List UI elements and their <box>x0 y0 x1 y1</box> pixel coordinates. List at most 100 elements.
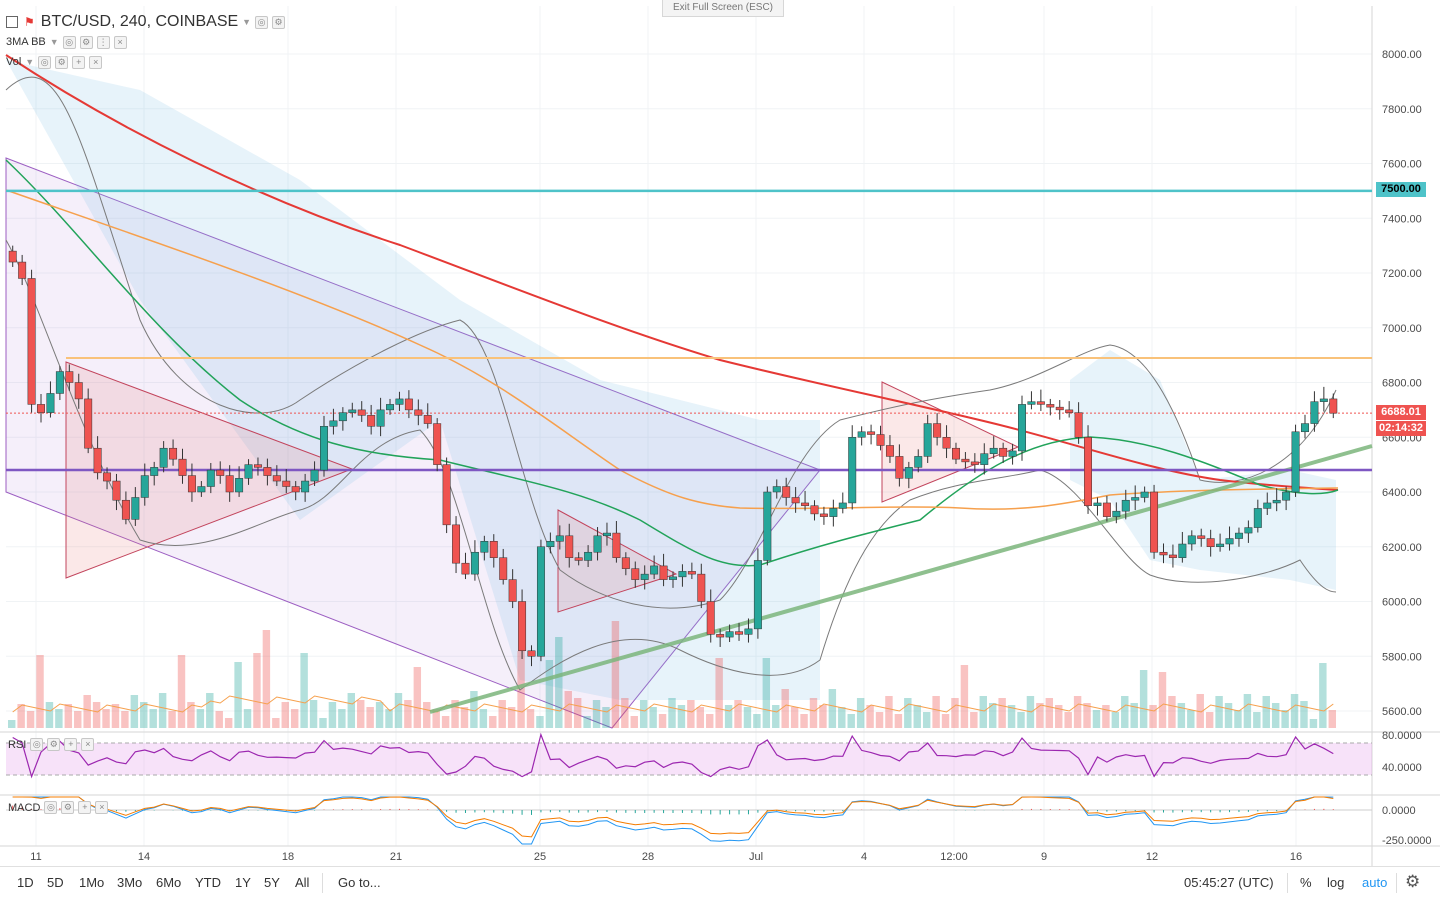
symbol-title[interactable]: BTC/USD, 240, COINBASE <box>40 13 239 30</box>
collapse-icon[interactable] <box>6 16 18 28</box>
range-5d[interactable]: 5D <box>47 875 64 890</box>
price-tick-label: 6800.00 <box>1382 378 1422 390</box>
volume-bar <box>347 693 356 728</box>
volume-bar <box>1092 710 1101 728</box>
eye-icon[interactable]: ◎ <box>255 15 269 29</box>
candle-down <box>697 573 706 602</box>
percent-scale-button[interactable]: % <box>1300 875 1312 890</box>
volume-bar <box>649 707 657 728</box>
gear-icon[interactable]: ⚙ <box>61 801 75 814</box>
eye-icon[interactable]: ◎ <box>30 738 44 751</box>
gear-icon[interactable]: ⚙ <box>272 15 286 29</box>
volume-bar <box>385 709 393 728</box>
volume-bar <box>724 705 733 728</box>
volume-bar <box>1328 710 1336 728</box>
candle-down <box>659 565 668 580</box>
volume-bar <box>1064 712 1072 728</box>
eye-icon[interactable]: ◎ <box>38 55 52 69</box>
indicator-label-bb[interactable]: 3MA BB <box>6 36 46 48</box>
candle-up <box>593 535 602 553</box>
volume-bar <box>1253 712 1261 728</box>
log-scale-button[interactable]: log <box>1327 875 1345 890</box>
gear-icon[interactable]: ⚙ <box>47 738 61 751</box>
more-icon[interactable]: ⋮ <box>96 35 110 49</box>
volume-bar <box>102 709 110 728</box>
candle-down <box>499 557 508 580</box>
candle-up <box>244 464 253 479</box>
candle-down <box>169 447 178 460</box>
time-tick-label: 9 <box>1041 851 1047 863</box>
plus-icon[interactable]: + <box>64 738 78 751</box>
plus-icon[interactable]: + <box>78 801 92 814</box>
price-tick-label: 5600.00 <box>1382 706 1422 718</box>
volume-bar <box>234 662 242 728</box>
volume-bar <box>498 700 506 728</box>
range-3mo[interactable]: 3Mo <box>117 875 143 890</box>
candle-down <box>1065 409 1074 413</box>
plus-icon[interactable]: + <box>72 55 86 69</box>
eye-icon[interactable]: ◎ <box>62 35 76 49</box>
volume-bar <box>1271 703 1280 728</box>
volume-bar <box>677 705 686 728</box>
volume-bar <box>922 712 931 728</box>
candle-down <box>1102 502 1111 517</box>
flag-icon[interactable]: ⚑ <box>24 15 35 29</box>
close-icon[interactable]: × <box>89 55 103 69</box>
volume-bar <box>1281 710 1289 728</box>
macd-legend: MACD ◎ ⚙ + × <box>8 801 109 814</box>
candle-up <box>329 420 338 427</box>
volume-bar <box>536 716 544 728</box>
candle-down <box>291 486 300 493</box>
gear-icon[interactable]: ⚙ <box>55 55 69 69</box>
close-icon[interactable]: × <box>95 801 109 814</box>
range-6mo[interactable]: 6Mo <box>156 875 182 890</box>
volume-bar <box>875 712 884 728</box>
range-1d[interactable]: 1D <box>17 875 34 890</box>
volume-bar <box>309 700 318 728</box>
auto-scale-button[interactable]: auto <box>1362 875 1388 890</box>
range-ytd[interactable]: YTD <box>195 875 221 890</box>
range-5y[interactable]: 5Y <box>264 875 280 890</box>
volume-bar <box>451 700 459 728</box>
eye-icon[interactable]: ◎ <box>44 801 58 814</box>
volume-bar <box>168 711 176 728</box>
macd-label[interactable]: MACD <box>8 801 41 814</box>
rsi-pane <box>6 732 1372 779</box>
volume-bar <box>479 709 488 728</box>
candle-down <box>187 475 196 493</box>
price-tick-label: 6000.00 <box>1382 597 1422 609</box>
divider <box>322 873 323 893</box>
volume-bar <box>639 700 648 728</box>
utc-clock[interactable]: 05:45:27 (UTC) <box>1184 875 1274 890</box>
rsi-label[interactable]: RSI <box>8 738 27 751</box>
range-1y[interactable]: 1Y <box>235 875 251 890</box>
range-1mo[interactable]: 1Mo <box>79 875 105 890</box>
candle-down <box>895 456 904 479</box>
volume-bar <box>130 695 139 728</box>
candle-down <box>18 261 27 279</box>
candle-down <box>706 601 715 635</box>
volume-bar <box>913 705 921 728</box>
candle-down <box>74 382 83 400</box>
chevron-down-icon[interactable]: ▼ <box>242 17 252 27</box>
gear-icon[interactable]: ⚙ <box>79 35 93 49</box>
rsi-tick-label: 80.0000 <box>1382 730 1422 742</box>
close-icon[interactable]: × <box>81 738 95 751</box>
upper-band <box>5 76 1337 609</box>
indicator-label-vol[interactable]: Vol <box>6 56 22 68</box>
chevron-down-icon[interactable]: ▼ <box>25 57 35 67</box>
candle-down <box>782 486 791 498</box>
volume-bar <box>592 700 601 728</box>
range-all[interactable]: All <box>295 875 310 890</box>
candle-down <box>1197 535 1206 539</box>
gear-icon[interactable]: ⚙ <box>1405 872 1421 891</box>
exit-fullscreen-button[interactable]: Exit Full Screen (ESC) <box>662 0 784 17</box>
volume-bar <box>1139 670 1148 728</box>
close-icon[interactable]: × <box>113 35 127 49</box>
candle-down <box>65 371 74 383</box>
volume-bar <box>668 698 676 728</box>
chevron-down-icon[interactable]: ▼ <box>49 37 59 47</box>
candle-up <box>1225 538 1234 545</box>
goto-button[interactable]: Go to... <box>338 875 381 890</box>
